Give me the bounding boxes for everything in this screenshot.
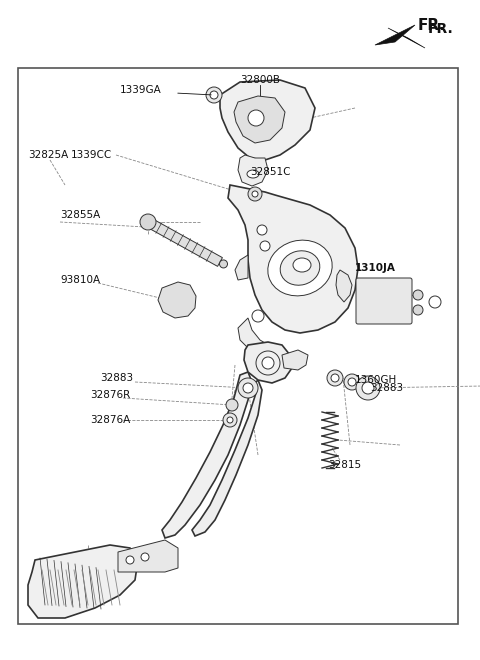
Circle shape xyxy=(238,378,258,398)
Text: 32855A: 32855A xyxy=(60,210,100,220)
Circle shape xyxy=(327,370,343,386)
Text: 32815: 32815 xyxy=(328,460,361,470)
Ellipse shape xyxy=(247,170,259,178)
Polygon shape xyxy=(145,218,222,267)
Circle shape xyxy=(226,399,238,411)
Circle shape xyxy=(256,351,280,375)
Polygon shape xyxy=(192,380,262,536)
Polygon shape xyxy=(220,80,315,160)
Circle shape xyxy=(227,417,233,423)
Circle shape xyxy=(243,383,253,393)
Text: 32876A: 32876A xyxy=(90,415,130,425)
Text: 1310JA: 1310JA xyxy=(355,263,396,273)
Circle shape xyxy=(362,382,374,394)
Text: 32800B: 32800B xyxy=(240,75,280,85)
Polygon shape xyxy=(158,282,196,318)
Text: 32883: 32883 xyxy=(370,383,403,393)
Polygon shape xyxy=(228,185,358,333)
Circle shape xyxy=(260,241,270,251)
Circle shape xyxy=(210,91,218,99)
Text: 1339CC: 1339CC xyxy=(71,150,112,160)
Circle shape xyxy=(141,553,149,561)
Circle shape xyxy=(413,305,423,315)
Circle shape xyxy=(126,556,134,564)
Circle shape xyxy=(140,214,156,230)
Text: 93810A: 93810A xyxy=(60,275,100,285)
Polygon shape xyxy=(118,540,178,572)
Circle shape xyxy=(257,225,267,235)
Polygon shape xyxy=(282,350,308,370)
Circle shape xyxy=(248,187,262,201)
Text: 32825A: 32825A xyxy=(28,150,68,160)
Circle shape xyxy=(331,374,339,382)
Circle shape xyxy=(252,191,258,197)
Polygon shape xyxy=(375,25,415,45)
Ellipse shape xyxy=(268,240,332,296)
Polygon shape xyxy=(235,255,248,280)
Polygon shape xyxy=(234,96,285,143)
Circle shape xyxy=(344,374,360,390)
Circle shape xyxy=(356,376,380,400)
Polygon shape xyxy=(162,372,252,538)
Circle shape xyxy=(429,296,441,308)
Circle shape xyxy=(252,310,264,322)
Text: 32883: 32883 xyxy=(100,373,133,383)
Polygon shape xyxy=(388,28,425,48)
Polygon shape xyxy=(336,270,352,302)
Text: FR.: FR. xyxy=(428,22,454,36)
Text: 1339GA: 1339GA xyxy=(120,85,162,95)
Circle shape xyxy=(248,110,264,126)
Polygon shape xyxy=(238,318,270,348)
Ellipse shape xyxy=(293,258,311,272)
Polygon shape xyxy=(28,545,138,618)
Text: 1360GH: 1360GH xyxy=(355,375,397,385)
Text: 32851C: 32851C xyxy=(250,167,290,177)
Circle shape xyxy=(219,260,228,268)
Text: 32876R: 32876R xyxy=(90,390,130,400)
Bar xyxy=(18,68,458,624)
Text: FR.: FR. xyxy=(418,18,446,33)
Circle shape xyxy=(348,378,356,386)
Circle shape xyxy=(413,290,423,300)
Circle shape xyxy=(206,87,222,103)
FancyBboxPatch shape xyxy=(356,278,412,324)
Ellipse shape xyxy=(280,251,320,285)
Polygon shape xyxy=(238,155,268,186)
Circle shape xyxy=(262,357,274,369)
Polygon shape xyxy=(244,342,292,383)
Circle shape xyxy=(223,413,237,427)
